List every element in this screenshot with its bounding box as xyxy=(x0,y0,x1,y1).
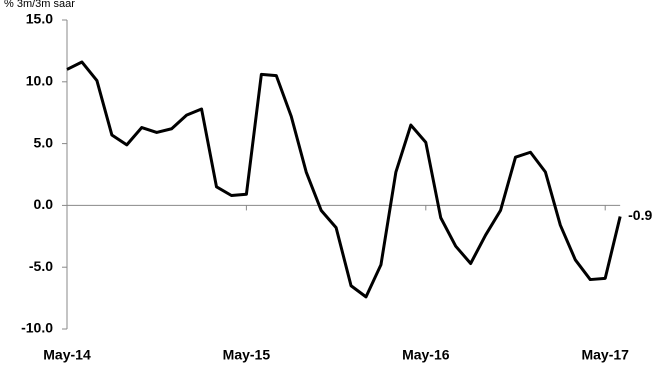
series-line xyxy=(66,60,622,299)
end-value-label: -0.9 xyxy=(628,207,652,223)
y-tick-label: 10.0 xyxy=(26,73,53,89)
y-tick-label: -5.0 xyxy=(29,258,53,274)
x-tick-label: May-15 xyxy=(223,347,271,363)
x-tick-label: May-16 xyxy=(402,347,450,363)
y-tick-label: 0.0 xyxy=(34,196,54,212)
y-tick-label: 15.0 xyxy=(26,11,53,27)
x-tick-label: May-17 xyxy=(581,347,629,363)
chart-title: % 3m/3m saar xyxy=(4,0,75,10)
y-tick-label: -10.0 xyxy=(21,320,53,336)
x-tick-label: May-14 xyxy=(43,347,91,363)
y-tick-label: 5.0 xyxy=(34,134,54,150)
